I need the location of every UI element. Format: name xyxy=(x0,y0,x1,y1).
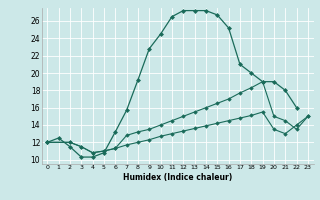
X-axis label: Humidex (Indice chaleur): Humidex (Indice chaleur) xyxy=(123,173,232,182)
